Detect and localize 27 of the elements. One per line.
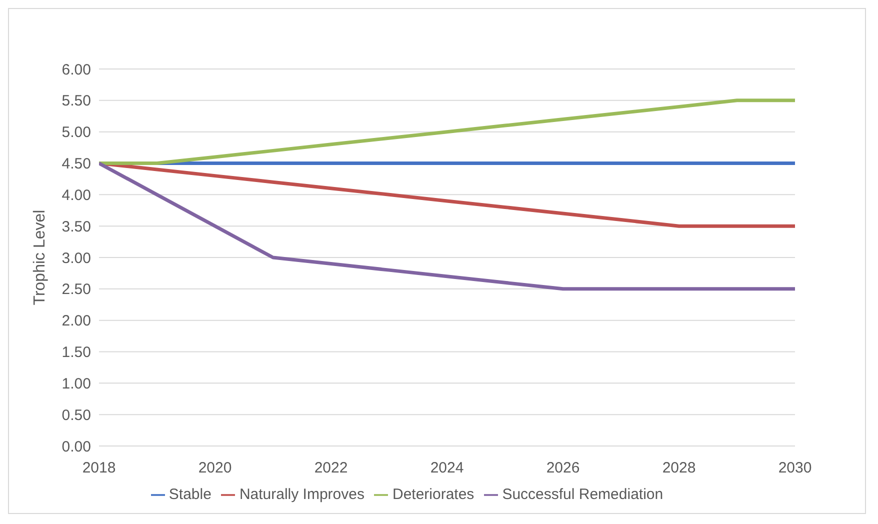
line-series [99,98,795,165]
y-axis-title: Trophic Level [32,210,49,306]
y-tick-label: 6.00 [62,61,91,78]
legend-label: Naturally Improves [239,486,364,503]
y-tick-label: 0.00 [62,438,91,456]
y-tick-label: 4.00 [62,186,91,204]
x-tick-label: 2030 [778,460,812,477]
y-tick-label: 2.00 [62,312,91,330]
y-tick-label: 3.50 [62,218,91,236]
line-series [99,162,795,291]
x-tick-label: 2020 [198,460,232,477]
y-tick-label: 2.50 [62,281,91,298]
y-tick-label: 5.00 [62,124,91,142]
x-tick-label: 2024 [430,460,464,477]
x-tick-label: 2022 [314,460,348,477]
y-tick-label: 4.50 [62,156,91,173]
y-tick-label: 1.00 [62,375,91,392]
x-tick-label: 2018 [82,460,116,477]
y-tick-label: 3.00 [62,250,91,267]
y-tick-label: 1.50 [62,344,91,362]
legend-label: Successful Remediation [502,486,664,503]
x-tick-label: 2026 [546,460,580,477]
x-tick-label: 2028 [662,460,696,477]
y-tick-label: 0.50 [62,406,91,424]
y-tick-label: 5.50 [62,92,91,110]
legend-label: Stable [168,486,212,503]
legend-label: Deteriorates [392,486,474,503]
